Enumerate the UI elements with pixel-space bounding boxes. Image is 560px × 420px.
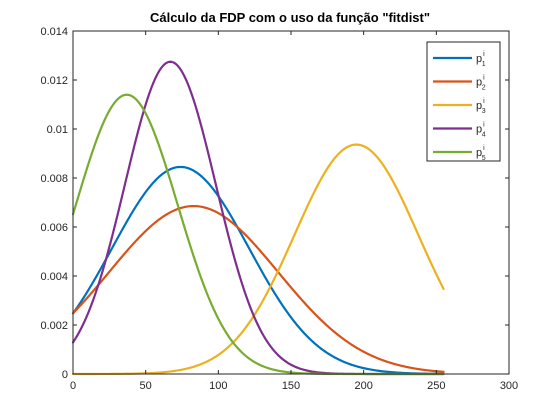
y-tick-label: 0.008 [40,173,68,185]
y-tick-label: 0 [62,369,68,381]
series-line-3 [71,143,445,376]
y-tick-label: 0.004 [40,271,68,283]
y-tick-label: 0.006 [40,222,68,234]
x-axis: 0 50 100 150 200 250 300 [70,31,518,392]
chart-title: Cálculo da FDP com o uso da função "fitd… [150,10,430,25]
legend-entry-1: pi 1 [476,51,486,68]
legend: pi 1 pi 2 pi 3 pi 4 pi 5 [426,41,501,162]
x-tick-label: 150 [282,380,300,392]
legend-box [426,41,501,162]
legend-items: pi 1 pi 2 pi 3 pi 4 pi 5 [433,51,486,162]
y-tick-label: 0.012 [40,75,68,87]
x-tick-label: 250 [427,380,445,392]
legend-entry-5: pi 5 [476,145,486,162]
x-tick-label: 0 [70,380,76,392]
y-axis: 0 0.002 0.004 0.006 0.008 0.01 0.012 0.014 [40,26,509,381]
series-line-2 [71,204,445,373]
y-tick-label: 0.002 [40,320,68,332]
plot-area: 0 50 100 150 200 250 300 0 0.002 0.004 0.006 0.008… [40,26,518,392]
legend-entry-4: pi 4 [476,122,486,139]
series-group [71,60,445,376]
x-tick-label: 200 [354,380,372,392]
y-tick-label: 0.01 [47,124,68,136]
series-line-1 [71,165,445,375]
series-line-5 [71,93,445,376]
legend-entry-3: pi 3 [476,98,486,115]
x-tick-label: 50 [140,380,152,392]
legend-entry-2: pi 2 [476,75,486,92]
y-tick-label: 0.014 [40,26,68,38]
x-tick-label: 100 [209,380,227,392]
x-tick-label: 300 [500,380,518,392]
